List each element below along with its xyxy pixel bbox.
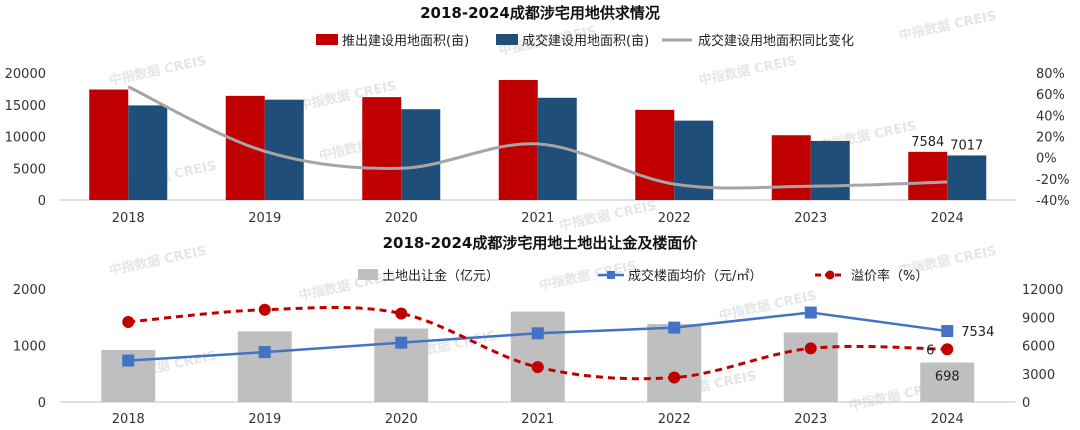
chart1-ytick: 15000	[5, 99, 46, 114]
chart2-xtick: 2024	[931, 412, 964, 427]
chart1-xtick: 2024	[931, 211, 964, 226]
chart1-data-label: 7584	[911, 135, 944, 150]
chart1-data-label: 7017	[950, 138, 983, 153]
chart2-y2tick: 12000	[1022, 283, 1063, 298]
chart2-bar-6	[920, 362, 975, 402]
chart1-xtick: 2023	[794, 211, 827, 226]
chart2-y2tick: 6000	[1022, 340, 1055, 355]
chart2-bar-1	[237, 331, 292, 402]
chart1-bar-s1-0	[128, 105, 168, 200]
chart2-legend-label-1: 成交楼面均价（元/㎡）	[628, 268, 762, 284]
chart1-bar-s0-4	[635, 109, 675, 200]
chart1-legend-swatch-1	[496, 34, 518, 45]
chart2-ytick: 1000	[13, 340, 46, 355]
chart2-y2tick: 0	[1022, 396, 1030, 411]
chart1-bar-s0-6	[908, 151, 948, 200]
chart1-y2tick: 0%	[1036, 152, 1057, 167]
chart2-price-point-5	[804, 306, 817, 319]
chart2-premium-point-4	[668, 371, 681, 384]
chart2-price-point-4	[668, 321, 681, 334]
chart2-data-label: 698	[935, 370, 960, 385]
chart2-data-label: 7534	[961, 325, 994, 340]
chart1-y2tick: -20%	[1036, 173, 1070, 188]
watermark: 中指数据 CREIS	[108, 243, 208, 279]
chart2-xtick: 2023	[794, 412, 827, 427]
watermark: 中指数据 CREIS	[898, 8, 998, 44]
chart1-y2tick: -40%	[1036, 194, 1070, 209]
chart2-ytick: 0	[38, 396, 46, 411]
chart1-bar-s1-6	[947, 155, 987, 200]
chart1-bar-s1-1	[264, 99, 304, 200]
chart1-bar-s1-2	[401, 109, 441, 200]
chart1-y2tick: 40%	[1036, 109, 1065, 124]
chart2-legend-marker-1	[607, 271, 615, 279]
chart2-xtick: 2019	[248, 412, 281, 427]
chart2-data-label: 6	[926, 343, 934, 358]
chart2-premium-point-6	[941, 343, 954, 356]
chart1-ytick: 0	[38, 194, 46, 209]
chart2-bar-4	[647, 324, 702, 402]
chart1-ytick: 20000	[5, 67, 46, 82]
chart2-bar-3	[510, 311, 565, 402]
chart2-legend-label-2: 溢价率（%）	[851, 268, 928, 284]
chart2-legend-swatch-0	[358, 269, 378, 280]
chart1-legend-label-1: 成交建设用地面积(亩)	[522, 33, 649, 49]
chart2-price-point-3	[531, 327, 544, 340]
watermark: 中指数据 CREIS	[698, 53, 798, 89]
chart2-y2tick: 3000	[1022, 368, 1055, 383]
chart1-line-yoy	[127, 85, 948, 190]
chart2-premium-point-5	[804, 342, 817, 355]
chart1-ytick: 10000	[5, 131, 46, 146]
chart1-bar-s0-2	[362, 97, 402, 200]
chart2-xtick: 2021	[521, 412, 554, 427]
chart2-legend-label-0: 土地出让金（亿元）	[382, 268, 499, 284]
chart1-bar-s0-3	[498, 79, 538, 200]
chart2-premium-point-3	[531, 361, 544, 374]
watermark: 中指数据 CREIS	[108, 53, 208, 89]
chart1-y2tick: 80%	[1036, 67, 1065, 82]
chart2-price-point-0	[122, 354, 135, 367]
chart1-xtick: 2022	[658, 211, 691, 226]
chart1-legend-label-2: 成交建设用地面积同比变化	[698, 33, 854, 49]
chart1-y2tick: 60%	[1036, 88, 1065, 103]
chart1-bar-s1-5	[810, 140, 850, 200]
chart2-premium-point-2	[395, 307, 408, 320]
chart2-legend-marker-2	[825, 270, 835, 280]
chart1-ytick: 5000	[13, 162, 46, 177]
chart1-legend-swatch-0	[316, 34, 338, 45]
chart1-xtick: 2020	[385, 211, 418, 226]
watermark: 中指数据 CREIS	[558, 198, 658, 234]
chart2-xtick: 2022	[658, 412, 691, 427]
chart2-premium-point-1	[258, 303, 271, 316]
chart2-premium-point-0	[122, 315, 135, 328]
chart2-ytick: 2000	[13, 283, 46, 298]
chart1-legend-label-0: 推出建设用地面积(亩)	[342, 33, 469, 49]
chart1-y2tick: 20%	[1036, 131, 1065, 146]
chart1-bar-s0-0	[89, 89, 129, 200]
chart1-title: 2018-2024成都涉宅用地供求情况	[420, 4, 660, 22]
chart2-xtick: 2018	[112, 412, 145, 427]
chart1-xtick: 2019	[248, 211, 281, 226]
chart2-title: 2018-2024成都涉宅用地土地出让金及楼面价	[383, 234, 699, 252]
chart2-y2tick: 9000	[1022, 311, 1055, 326]
chart1-bar-s0-5	[771, 135, 811, 200]
chart2-price-point-2	[395, 336, 408, 349]
chart1-xtick: 2021	[521, 211, 554, 226]
chart2-xtick: 2020	[385, 412, 418, 427]
chart2-price-point-1	[258, 346, 271, 359]
chart2-price-point-6	[941, 325, 954, 338]
chart1-xtick: 2018	[112, 211, 145, 226]
